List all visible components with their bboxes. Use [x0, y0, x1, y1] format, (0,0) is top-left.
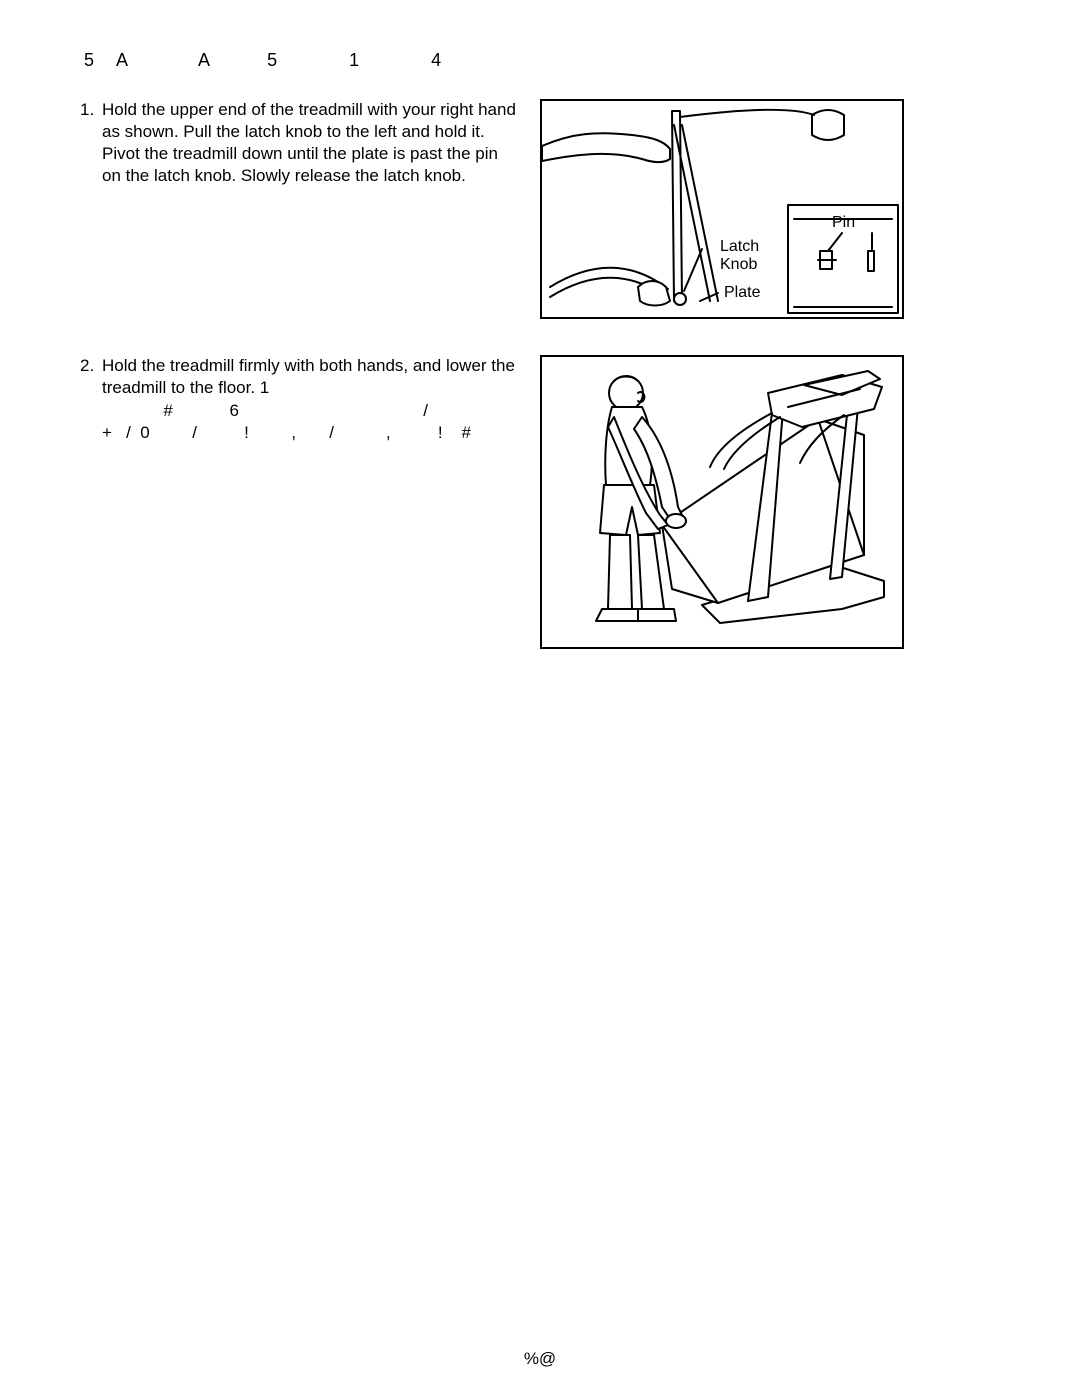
step-2-extra-1: # 6 / — [102, 401, 520, 421]
step-1-text-col: 1. Hold the upper end of the treadmill w… — [80, 99, 540, 187]
step-1-svg: Pin Latch Knob Plate — [542, 101, 902, 317]
label-plate: Plate — [724, 284, 761, 301]
page-number: %@ — [0, 1349, 1080, 1369]
step-2: 2. Hold the treadmill firmly with both h… — [80, 355, 520, 399]
step-1-figure: Pin Latch Knob Plate — [540, 99, 904, 319]
step-2-extra-2: + / 0 / ! , / , ! # — [102, 423, 520, 443]
label-pin: Pin — [832, 214, 855, 231]
step-2-body: Hold the treadmill firmly with both hand… — [102, 355, 520, 399]
step-2-figure — [540, 355, 904, 649]
step-1-number: 1. — [80, 99, 102, 187]
step-2-row: 2. Hold the treadmill firmly with both h… — [80, 355, 1000, 649]
step-2-text-col: 2. Hold the treadmill firmly with both h… — [80, 355, 540, 443]
label-knob: Knob — [720, 256, 757, 273]
label-latch: Latch — [720, 238, 759, 255]
step-2-svg — [542, 357, 902, 647]
step-1-figure-col: Pin Latch Knob Plate — [540, 99, 900, 319]
step-2-figure-col — [540, 355, 900, 649]
step-2-text: Hold the treadmill firmly with both hand… — [102, 356, 515, 397]
page: 5 A A 5 1 4 1. Hold the upper end of the… — [0, 0, 1080, 1397]
step-1-row: 1. Hold the upper end of the treadmill w… — [80, 99, 1000, 319]
section-header: 5 A A 5 1 4 — [84, 50, 1000, 71]
step-2-number: 2. — [80, 355, 102, 399]
step-1: 1. Hold the upper end of the treadmill w… — [80, 99, 520, 187]
step-1-body: Hold the upper end of the treadmill with… — [102, 99, 520, 187]
